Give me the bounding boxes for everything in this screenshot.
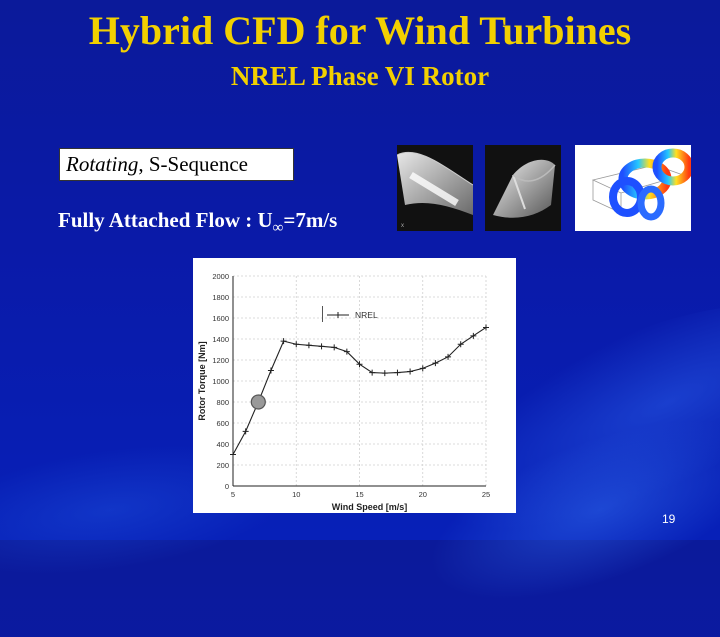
torque-chart: 0 200 400 600 800 1000 1200 1400 1600 1800 2000 5 10… — [193, 258, 516, 513]
svg-text:x: x — [401, 223, 404, 229]
y-tick-label: 1200 — [212, 356, 229, 365]
series-point — [432, 360, 439, 367]
series-point — [280, 338, 287, 345]
x-tick-label: 10 — [292, 490, 300, 499]
torque-chart-svg: 0 200 400 600 800 1000 1200 1400 1600 1800 2000 5 10… — [197, 272, 490, 512]
highlight-marker — [250, 394, 266, 410]
series-point — [318, 343, 325, 350]
tag-italic: Rotating — [66, 152, 139, 176]
y-tick-label: 600 — [216, 419, 229, 428]
simulation-tag: Rotating, S-Sequence — [59, 148, 294, 181]
blade-mesh-image: x — [397, 145, 473, 231]
series-point — [356, 361, 363, 368]
blade-tip-mesh-image — [485, 145, 561, 231]
flow-value: =7m/s — [283, 208, 338, 232]
y-tick-label: 1400 — [212, 335, 229, 344]
slide-subtitle: NREL Phase VI Rotor — [230, 61, 490, 91]
series-point — [343, 348, 350, 355]
series-point — [381, 370, 388, 377]
y-tick-label: 1600 — [212, 314, 229, 323]
x-tick-label: 5 — [231, 490, 235, 499]
page-number: 19 — [662, 512, 676, 526]
series-point — [483, 324, 489, 331]
x-tick-label: 15 — [355, 490, 363, 499]
y-tick-label: 0 — [225, 482, 229, 491]
series-point — [293, 341, 300, 348]
series-point — [267, 367, 274, 374]
y-tick-label: 1000 — [212, 377, 229, 386]
slide-title: Hybrid CFD for Wind Turbines — [88, 8, 632, 53]
series-point — [470, 332, 477, 339]
series-point — [419, 365, 426, 372]
y-tick-label: 800 — [216, 398, 229, 407]
y-tick-label: 1800 — [212, 293, 229, 302]
legend-marker-bar — [322, 306, 323, 322]
y-tick-label: 200 — [216, 461, 229, 470]
wake-vortex-image — [575, 145, 691, 231]
y-tick-label: 2000 — [212, 272, 229, 281]
flow-condition-label: Fully Attached Flow : U∞=7m/s — [58, 206, 337, 237]
series-point — [331, 344, 338, 351]
series-point — [242, 428, 249, 435]
x-axis-label: Wind Speed [m/s] — [332, 502, 407, 512]
series-point — [230, 451, 236, 458]
x-tick-label: 25 — [482, 490, 490, 499]
series-point — [305, 342, 312, 349]
series-point — [394, 369, 401, 376]
series-point — [445, 353, 452, 360]
series-point — [369, 369, 376, 376]
series-point — [407, 368, 414, 375]
legend-label: NREL — [355, 310, 378, 320]
flow-main: Fully Attached Flow : U — [58, 208, 273, 232]
y-tick-label: 400 — [216, 440, 229, 449]
tag-rest: , S-Sequence — [138, 152, 248, 176]
x-tick-label: 20 — [419, 490, 427, 499]
series-line — [232, 326, 487, 455]
series-point — [457, 341, 464, 348]
flow-subscript: ∞ — [272, 220, 284, 236]
y-axis-label: Rotor Torque [Nm] — [197, 341, 207, 420]
